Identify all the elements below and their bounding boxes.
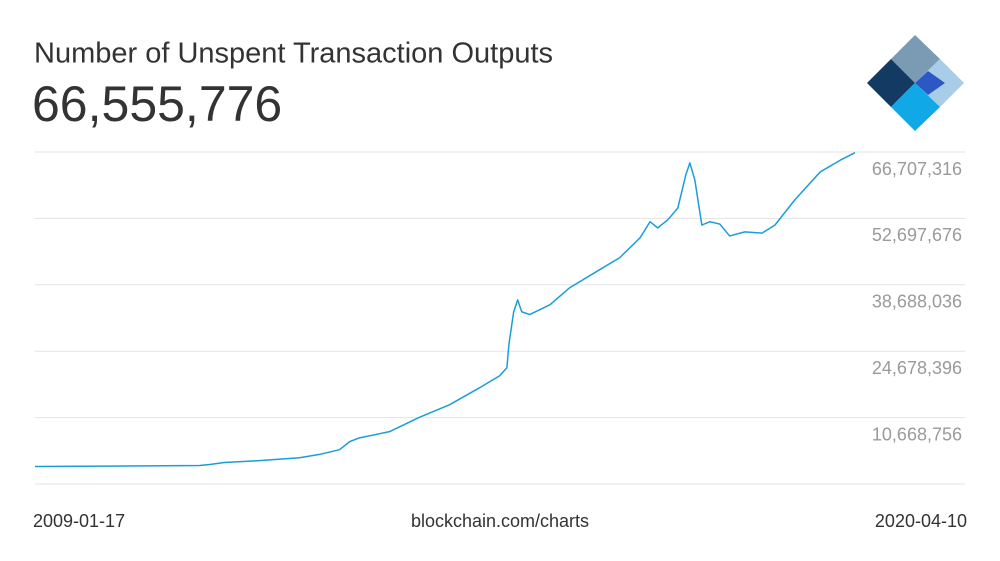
logo xyxy=(867,35,964,131)
source: blockchain.com/charts xyxy=(411,511,589,531)
logo-top xyxy=(891,35,940,83)
x-tick-label: 2020-04-10 xyxy=(875,511,967,531)
chart-title: Number of Unspent Transaction Outputs xyxy=(34,38,553,70)
data-line xyxy=(34,152,856,468)
x-tick-label: 2009-01-17 xyxy=(33,511,125,531)
current-value: 66,555,776 xyxy=(32,76,282,132)
logo-inner xyxy=(915,71,945,95)
y-tick-label: 10,668,756 xyxy=(872,424,962,444)
logo-bottom xyxy=(891,83,940,131)
y-tick-label: 52,697,676 xyxy=(872,225,962,245)
y-tick-label: 66,707,316 xyxy=(872,159,962,179)
y-tick-label: 38,688,036 xyxy=(872,292,962,312)
y-tick-label: 24,678,396 xyxy=(872,358,962,378)
